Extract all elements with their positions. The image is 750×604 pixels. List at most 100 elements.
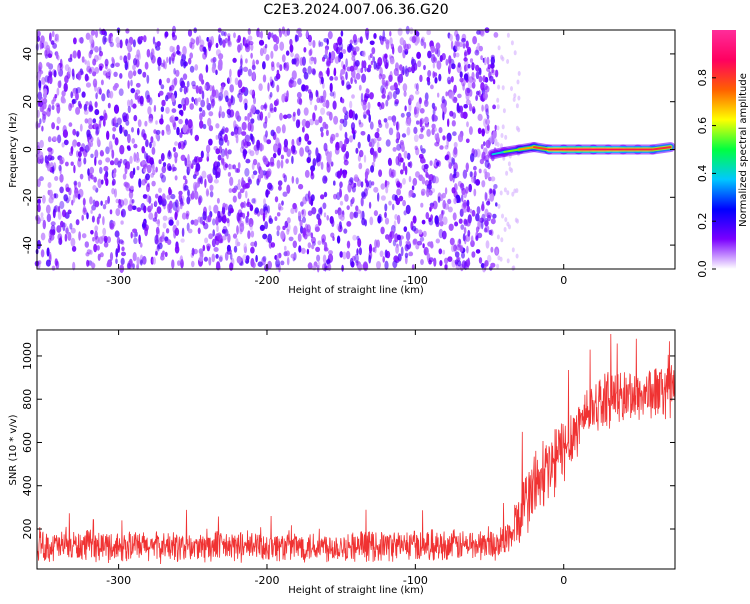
spectrogram-cell <box>207 117 212 127</box>
spectrogram-cell <box>422 243 425 249</box>
spectrogram-cell <box>139 242 143 248</box>
spectrogram-cell <box>340 46 343 52</box>
spectrogram-cell <box>162 222 167 229</box>
spectrogram-cell <box>170 53 175 62</box>
spectrogram-cell <box>445 91 449 97</box>
spectrogram-cell <box>122 126 125 133</box>
spectrogram-cell <box>494 124 497 131</box>
spectrogram-cell <box>130 231 133 239</box>
x-tick-label: 0 <box>560 574 567 587</box>
spectrogram-cell <box>91 204 96 211</box>
spectrogram-cell <box>84 59 87 65</box>
spectrogram-cell <box>471 82 476 89</box>
spectrogram-cell <box>212 218 216 226</box>
spectrogram-cell <box>310 165 316 172</box>
spectrogram-cell <box>49 32 52 42</box>
spectrogram-cell <box>290 52 294 58</box>
spectrogram-cell <box>436 132 440 142</box>
spectrogram-cell <box>301 84 306 92</box>
spectrogram-cell <box>439 260 443 267</box>
spectrogram-cell <box>389 37 393 46</box>
spectrogram-cell <box>224 127 229 133</box>
spectrogram-cell <box>203 256 208 262</box>
spectrogram-cell <box>364 170 369 180</box>
spectrogram-cell <box>197 216 202 223</box>
spectrogram-cell <box>250 118 255 124</box>
spectrogram-cell <box>381 87 386 96</box>
spectrogram-cell <box>174 227 180 236</box>
spectrogram-cell <box>360 181 364 188</box>
spectrogram-cell <box>264 102 267 112</box>
spectrogram-cell <box>339 123 343 131</box>
spectrogram-cell <box>514 217 518 223</box>
spectrogram-cell <box>158 242 163 250</box>
spectrogram-cell <box>467 257 470 267</box>
spectrogram-cell <box>179 87 183 93</box>
spectrogram-cell <box>265 54 270 61</box>
spectrogram-cell <box>420 127 424 133</box>
spectrogram-cell <box>469 208 473 214</box>
spectrogram-cell <box>333 115 339 125</box>
spectrogram-cell <box>151 180 156 187</box>
spectrogram-cell <box>243 243 247 252</box>
spectrogram-cell <box>260 104 265 111</box>
spectrogram-cell <box>223 133 228 143</box>
spectrogram-cell <box>228 188 233 193</box>
spectrogram-cell <box>187 119 193 129</box>
spectrogram-cell <box>51 265 56 271</box>
spectrogram-cell <box>70 237 76 247</box>
spectrogram-cell <box>385 80 389 90</box>
spectrogram-cell <box>76 87 81 94</box>
spectrogram-cell <box>356 235 360 241</box>
spectrogram-cell <box>215 123 220 129</box>
spectrogram-cell <box>304 193 310 202</box>
spectrogram-cell <box>463 104 469 109</box>
spectrogram-cell <box>171 259 175 269</box>
spectrogram-cell <box>171 108 177 113</box>
spectrogram-cell <box>270 50 274 60</box>
spectrogram-cell <box>384 217 390 225</box>
spectrogram-cell <box>249 150 255 157</box>
spectrogram-cell <box>490 229 494 237</box>
spectrogram-cell <box>481 203 485 212</box>
spectrogram-cell <box>263 121 268 129</box>
spectrogram-cell <box>359 36 363 44</box>
snr-x-ticks: -300 -200 -100 0 <box>106 330 567 587</box>
spectrogram-cell <box>127 80 130 89</box>
spectrogram-cell <box>213 247 219 252</box>
spectrogram-cell <box>149 204 154 210</box>
spectrogram-cell <box>135 231 138 237</box>
spectrogram-cell <box>64 64 70 72</box>
spectrogram-cell <box>484 208 489 217</box>
spectrogram-cell <box>99 115 105 121</box>
spectrogram-cell <box>465 138 470 144</box>
spectrogram-cell <box>512 265 516 271</box>
spectrogram-cell <box>277 180 283 187</box>
spectrogram-cell <box>355 147 359 154</box>
spectrogram-cell <box>59 62 64 71</box>
spectrogram-cell <box>36 178 41 188</box>
spectrogram-cell <box>416 120 420 125</box>
spectrogram-cell <box>115 258 118 265</box>
spectrogram-cell <box>130 185 134 190</box>
spectrogram-cell <box>247 176 251 183</box>
spectrogram-cell <box>294 34 298 43</box>
spectrogram-cell <box>119 55 123 61</box>
spectrogram-cell <box>302 196 307 205</box>
spectrogram-cell <box>160 252 165 257</box>
spectrogram-cell <box>363 154 367 163</box>
spectrogram-cell <box>347 183 352 193</box>
spectrogram-cell <box>438 127 443 134</box>
spectrogram-cell <box>376 136 382 142</box>
spectrogram-cell <box>44 49 48 57</box>
spectrogram-cell <box>227 211 231 217</box>
spectrogram-cell <box>303 107 309 116</box>
spectrogram-cell <box>252 262 256 269</box>
spectrogram-cell <box>333 193 338 200</box>
spectrogram-cell <box>362 261 368 270</box>
spectrogram-cell <box>259 169 264 179</box>
spectrogram-cell <box>463 73 469 81</box>
y-tick-label: -40 <box>21 236 34 254</box>
spectrogram-cell <box>70 91 73 99</box>
spectrogram-cell <box>236 212 241 222</box>
